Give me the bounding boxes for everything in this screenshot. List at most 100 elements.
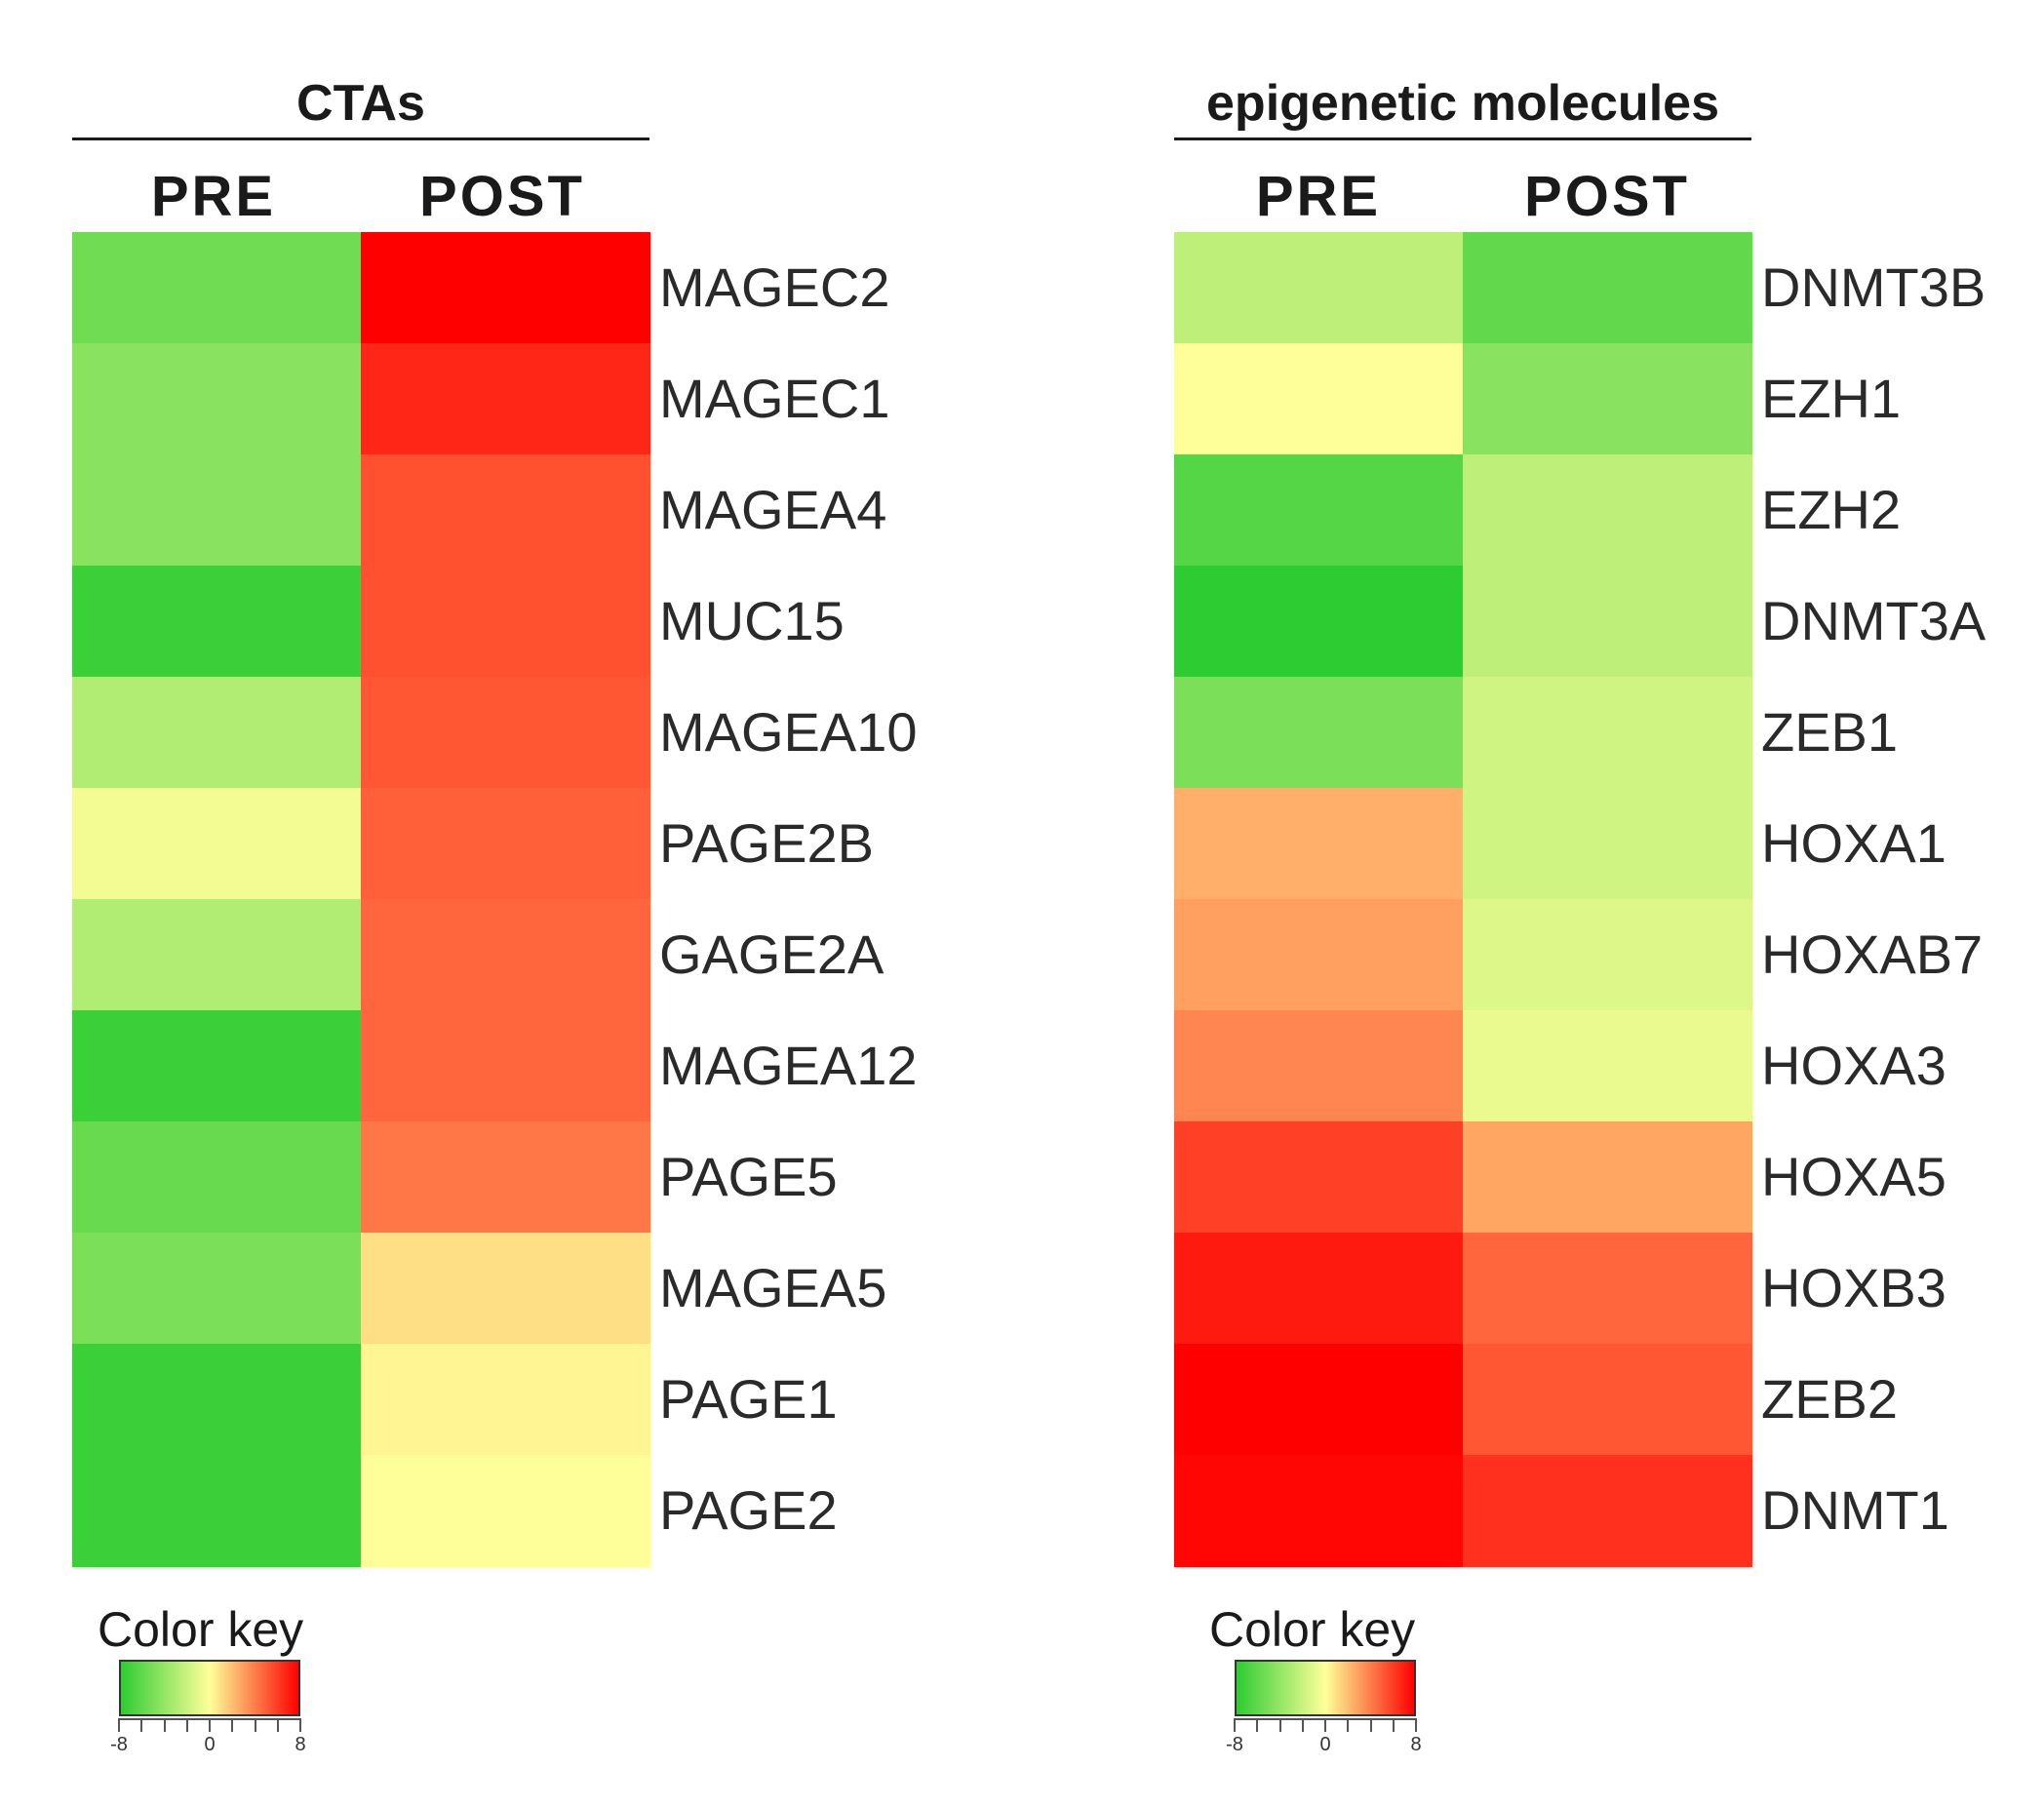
- color-key-tick: [118, 1718, 120, 1732]
- heatmap-cell: [1174, 677, 1464, 789]
- color-key-tick: [185, 1718, 188, 1732]
- color-key-tick: [1301, 1718, 1304, 1732]
- row-label: EZH2: [1761, 479, 1902, 540]
- color-key-label: Color key: [1209, 1602, 1416, 1657]
- heatmap-cell: [361, 788, 650, 900]
- color-key-tick: [1234, 1718, 1236, 1732]
- heatmap-grid: [72, 232, 650, 1567]
- heatmap-cell: [72, 788, 362, 900]
- heatmap-cell: [361, 566, 650, 678]
- heatmap-cell: [361, 1455, 650, 1567]
- row-label: DNMT1: [1761, 1479, 1949, 1541]
- column-header-pre: PRE: [150, 165, 277, 228]
- heatmap-cell: [1174, 566, 1464, 678]
- color-key-tick: [1324, 1718, 1326, 1732]
- heatmap-cell: [361, 343, 650, 455]
- color-key-tick: [163, 1718, 166, 1732]
- row-label: MAGEA5: [659, 1257, 887, 1318]
- heatmap-cell: [1463, 788, 1752, 900]
- heatmap-cell: [361, 1233, 650, 1345]
- heatmap-cell: [72, 232, 362, 344]
- row-label: PAGE2: [659, 1479, 838, 1541]
- heatmap-cell: [1174, 1121, 1464, 1234]
- heatmap-cell: [1174, 899, 1464, 1011]
- heatmap-cell: [1463, 1455, 1752, 1567]
- row-label: PAGE2B: [659, 812, 874, 874]
- color-key-tick-label: -8: [110, 1734, 128, 1755]
- color-key-tick: [209, 1718, 211, 1732]
- row-label: MAGEA10: [659, 701, 918, 763]
- color-key-tick-label: 8: [1410, 1734, 1422, 1755]
- color-key-tick: [299, 1718, 301, 1732]
- heatmap-grid: [1174, 232, 1752, 1567]
- heatmap-cell: [1463, 1121, 1752, 1234]
- heatmap-cell: [1174, 1233, 1464, 1345]
- title-underline: [1174, 137, 1751, 140]
- column-header-pre: PRE: [1255, 165, 1382, 228]
- color-key-tick: [1415, 1718, 1417, 1732]
- row-label: MAGEA4: [659, 479, 887, 540]
- heatmap-cell: [72, 1344, 362, 1456]
- heatmap-cell: [72, 566, 362, 678]
- row-label: GAGE2A: [659, 923, 884, 985]
- color-key-tick: [1392, 1718, 1395, 1732]
- heatmap-cell: [361, 1344, 650, 1456]
- color-key-tick: [1278, 1718, 1281, 1732]
- heatmap-cell: [361, 899, 650, 1011]
- heatmap-cell: [361, 677, 650, 789]
- heatmap-cell: [1463, 1344, 1752, 1456]
- color-key-tick-label: -8: [1226, 1734, 1243, 1755]
- heatmap-cell: [1174, 1344, 1464, 1456]
- color-key-tick-label: 0: [204, 1734, 216, 1755]
- row-label: MAGEC2: [659, 256, 890, 318]
- heatmap-cell: [1174, 232, 1464, 344]
- color-key-tick: [1347, 1718, 1350, 1732]
- heatmap-cell: [361, 1010, 650, 1122]
- heatmap-cell: [1174, 1010, 1464, 1122]
- heatmap-cell: [1463, 343, 1752, 455]
- heatmap-cell: [361, 454, 650, 567]
- title-underline: [72, 137, 649, 140]
- heatmap-cell: [1463, 1010, 1752, 1122]
- heatmap-panel-ctas: CTAs PRE POST MAGEC2 MAGEC1 MAGEA4 MUC15 MAG…: [72, 75, 918, 1763]
- color-key-gradient: [1235, 1660, 1416, 1716]
- row-label: HOXA3: [1761, 1035, 1946, 1096]
- heatmap-cell: [1174, 454, 1464, 567]
- row-label: MAGEA12: [659, 1035, 918, 1096]
- row-label: PAGE5: [659, 1146, 838, 1207]
- column-header-post: POST: [1524, 165, 1690, 228]
- heatmap-cell: [1174, 788, 1464, 900]
- heatmap-cell: [72, 343, 362, 455]
- row-label: EZH1: [1761, 368, 1902, 429]
- heatmap-panel-epigenetic: epigenetic molecules PRE POST DNMT3B EZH1…: [1022, 0, 2044, 1806]
- heatmap-cell: [1463, 899, 1752, 1011]
- row-label: HOXB3: [1761, 1257, 1946, 1318]
- color-key-tick: [231, 1718, 234, 1732]
- heatmap-cell: [1463, 677, 1752, 789]
- row-label: DNMT3B: [1761, 256, 1986, 318]
- row-label: HOXAB7: [1761, 923, 1984, 985]
- heatmap-cell: [361, 1121, 650, 1234]
- row-label: PAGE1: [659, 1368, 838, 1430]
- heatmap-cell: [72, 677, 362, 789]
- color-key-tick: [1256, 1718, 1259, 1732]
- color-key-tick: [140, 1718, 143, 1732]
- color-key-tick-label: 8: [295, 1734, 306, 1755]
- heatmap-cell: [361, 232, 650, 344]
- chart-title: CTAs: [296, 75, 425, 132]
- heatmap-cell: [72, 454, 362, 567]
- color-key-axis: -8 0 8: [110, 1718, 306, 1763]
- color-key-tick: [254, 1718, 256, 1732]
- heatmap-cell: [72, 1455, 362, 1567]
- heatmap-cell: [1463, 1233, 1752, 1345]
- color-key-gradient: [119, 1660, 300, 1716]
- heatmap-cell: [1463, 454, 1752, 567]
- color-key-label: Color key: [98, 1602, 304, 1657]
- row-label: ZEB2: [1761, 1368, 1899, 1430]
- row-label: DNMT3A: [1761, 590, 1986, 651]
- color-key-tick-label: 0: [1319, 1734, 1331, 1755]
- row-label: MAGEC1: [659, 368, 890, 429]
- heatmap-cell: [1174, 1455, 1464, 1567]
- heatmap-cell: [72, 1010, 362, 1122]
- heatmap-cell: [72, 899, 362, 1011]
